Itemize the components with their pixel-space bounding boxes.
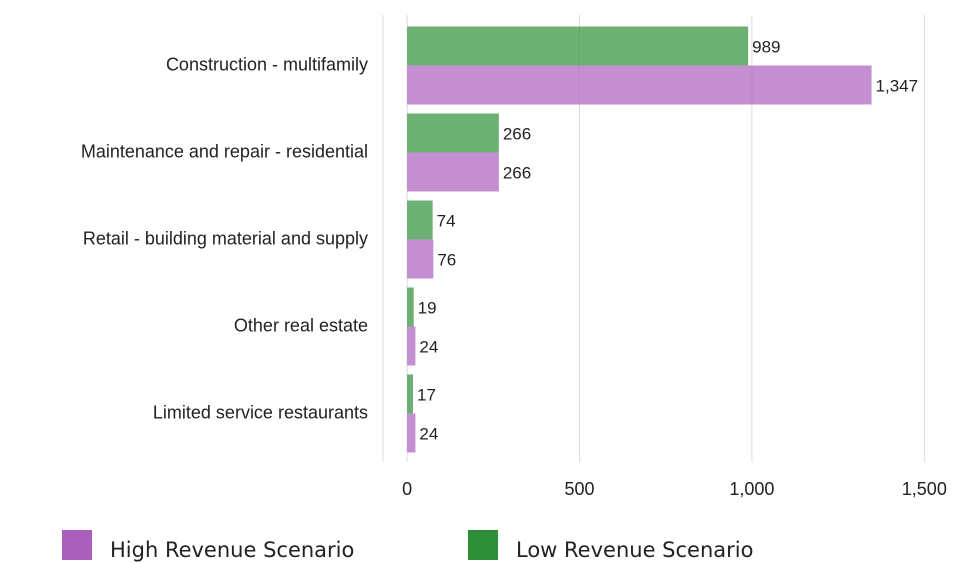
bar	[407, 26, 749, 66]
legend-swatch	[468, 530, 498, 560]
value-label: 1,347	[876, 76, 919, 95]
x-tick-label: 500	[565, 479, 595, 499]
bar	[407, 113, 499, 153]
legend-label: Low Revenue Scenario	[516, 538, 753, 562]
value-label: 74	[437, 211, 456, 230]
value-label: 24	[419, 337, 438, 356]
x-tick-label: 0	[402, 479, 412, 499]
value-label: 266	[503, 163, 531, 182]
legend-label: High Revenue Scenario	[110, 538, 354, 562]
bar	[407, 287, 414, 327]
bar	[407, 152, 499, 192]
bar	[407, 413, 416, 453]
category-label: Maintenance and repair - residential	[81, 141, 368, 161]
value-label: 24	[419, 424, 438, 443]
bar	[407, 239, 434, 279]
value-label: 17	[417, 385, 436, 404]
value-label: 989	[752, 37, 780, 56]
legend-swatch	[62, 530, 92, 560]
category-label: Retail - building material and supply	[83, 228, 368, 248]
value-label: 19	[418, 298, 437, 317]
x-tick-label: 1,500	[902, 479, 947, 499]
bar	[407, 374, 413, 414]
x-tick-label: 1,000	[729, 479, 774, 499]
category-label: Limited service restaurants	[153, 402, 368, 422]
bar	[407, 65, 872, 105]
category-label: Other real estate	[234, 315, 368, 335]
bar	[407, 326, 416, 366]
bar	[407, 200, 433, 240]
value-label: 76	[437, 250, 456, 269]
value-label: 266	[503, 124, 531, 143]
category-label: Construction - multifamily	[166, 54, 368, 74]
